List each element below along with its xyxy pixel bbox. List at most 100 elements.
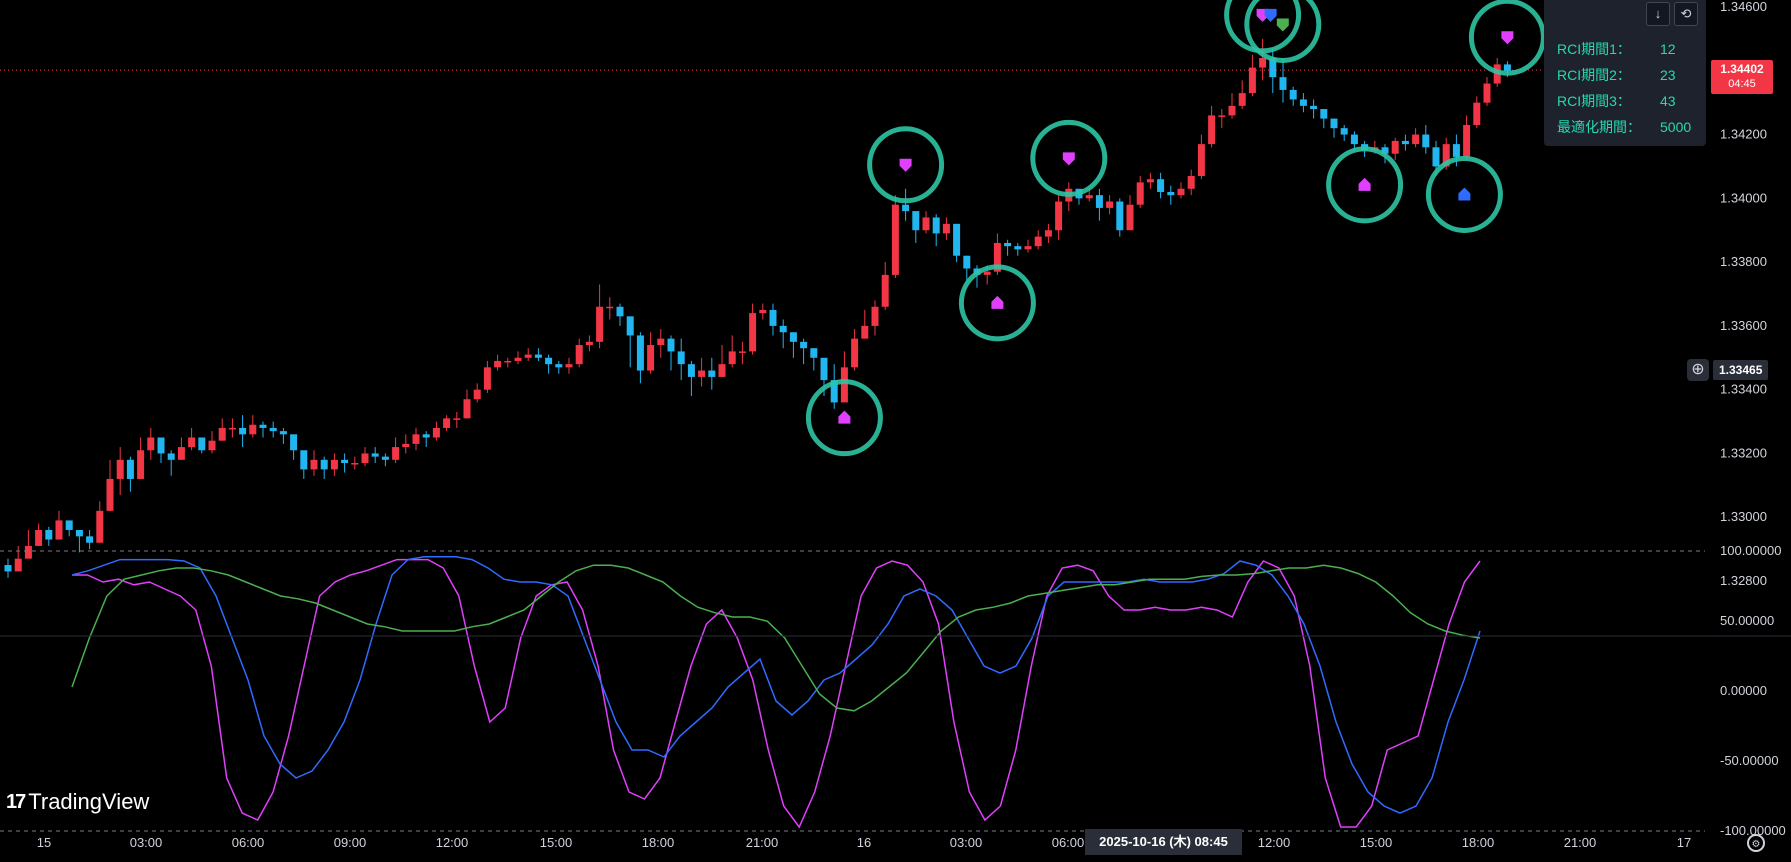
candle [759,303,767,320]
candle [1340,124,1348,141]
candle-body [1044,230,1052,237]
candle [545,354,553,374]
candle [1024,239,1032,253]
candle [1483,77,1491,106]
candle-body [55,520,63,540]
rci-pane[interactable] [0,550,1705,832]
candle [137,437,145,479]
candle-body [657,338,665,346]
candle-body [24,545,32,559]
time-tick-label: 15 [37,835,51,850]
crosshair-price-tag[interactable]: ⊕ 1.33465 [1687,359,1769,381]
candle-body [1146,179,1154,183]
candle-body [1187,176,1195,189]
tradingview-logo[interactable]: 17 TradingView [6,789,149,815]
candle-body [840,367,848,403]
candle-body [96,510,104,543]
candle-body [1330,118,1338,129]
candle [341,453,349,473]
candle [1177,182,1185,199]
candle-body [738,351,746,353]
candle [1279,58,1287,103]
candle-body [1381,147,1389,154]
candle [1157,172,1165,199]
info-value: 5000 [1660,119,1692,135]
candle-body [1279,77,1287,90]
candle [1095,188,1103,221]
indicator-info-panel: ↓ ⟲ RCI期間1： 12 RCI期間2： 23 RCI期間3： 43 最適化期間：… [1544,0,1706,146]
candle [483,360,491,393]
candle [494,354,502,371]
candle-body [1350,134,1358,145]
candle-body [320,459,328,470]
candle-body [1167,191,1175,196]
candle-body [126,459,134,479]
candle-body [769,309,777,326]
rci-tick-label: 0.00000 [1720,683,1767,698]
candle [1208,105,1216,148]
candle [891,195,899,279]
candle-body [65,520,73,530]
candle-body [279,431,287,435]
candle-body [698,370,706,377]
candle [1228,93,1236,119]
candle-body [1004,242,1012,247]
candle [575,338,583,368]
candle [902,188,910,221]
candle [1146,172,1154,189]
candle [565,357,573,374]
candle-body [1218,115,1226,117]
candle [1187,169,1195,196]
candle-body [953,223,961,256]
candle-body [14,558,22,572]
info-value: 43 [1660,93,1676,109]
candle [453,411,461,428]
candle [932,214,940,247]
candle-body [473,389,481,400]
candle-body [1085,195,1093,199]
candle [1055,195,1063,240]
candle-body [75,529,83,537]
candle-body [606,306,614,309]
refresh-icon[interactable]: ⟲ [1674,2,1698,26]
candle-body [932,217,940,234]
candle-body [1024,246,1032,250]
candle-body [1289,89,1297,100]
candle [504,357,512,368]
candle [922,211,930,234]
candle [55,510,63,540]
time-tick-label: 15:00 [1360,835,1393,850]
price-tick-label: 1.34600 [1720,0,1767,14]
settings-gear-icon[interactable]: ⚙ [1747,834,1765,852]
add-alert-icon[interactable]: ⊕ [1687,359,1709,381]
candle [1391,137,1399,161]
candle [1106,195,1114,215]
candle [1310,99,1318,119]
candle [1401,134,1409,151]
signal-highlight-circle [867,126,945,204]
candle-body [463,399,471,419]
candle-body [616,306,624,317]
candle [524,348,532,361]
candle [24,529,32,559]
price-pane[interactable] [0,0,1705,578]
candle-body [412,434,420,444]
candle-body [137,450,145,479]
candle-body [290,434,298,451]
candle [657,329,665,358]
candle-body [993,242,1001,272]
candle [871,300,879,336]
candle [800,338,808,365]
candle [1463,115,1471,161]
candle [861,309,869,339]
candle-body [820,357,828,381]
rci-series-line [71,556,1481,814]
candle [75,529,83,553]
candle-body [249,424,257,435]
candle-body [647,345,655,371]
download-icon[interactable]: ↓ [1646,2,1670,26]
candle-body [922,217,930,231]
candle [851,329,859,371]
candle-body [1269,58,1277,78]
